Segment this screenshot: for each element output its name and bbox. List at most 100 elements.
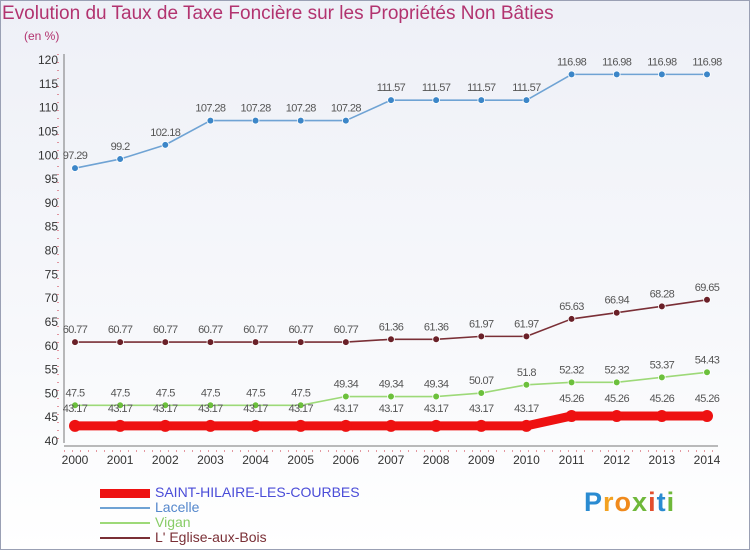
- data-label: 52.32: [604, 364, 629, 376]
- data-label: 102.18: [150, 127, 181, 139]
- x-tick-label: 2006: [333, 453, 360, 467]
- data-label: 49.34: [334, 379, 359, 391]
- data-label: 47.5: [111, 387, 130, 399]
- data-point: [206, 401, 215, 410]
- brand-letter: x: [632, 487, 649, 517]
- data-label: 47.5: [291, 387, 310, 399]
- legend-swatch: [100, 488, 150, 498]
- data-label: 60.77: [198, 324, 223, 336]
- data-point: [387, 96, 395, 104]
- x-tick-label: 2007: [378, 453, 405, 467]
- legend-swatch: [100, 507, 150, 509]
- data-point: [701, 409, 713, 422]
- data-point: [116, 401, 124, 410]
- x-tick-label: 2014: [694, 453, 721, 467]
- data-point: [385, 419, 397, 432]
- data-label: 45.26: [695, 393, 720, 405]
- chart-title: Evolution du Taux de Taxe Foncière sur l…: [2, 3, 554, 24]
- data-point: [296, 338, 305, 346]
- data-label: 43.17: [63, 403, 88, 415]
- data-point: [612, 308, 621, 317]
- brand-letter: t: [656, 487, 667, 517]
- data-label: 43.17: [379, 403, 404, 415]
- data-label: 50.07: [469, 375, 494, 387]
- data-label: 47.5: [65, 387, 84, 399]
- x-tick-label: 2002: [152, 453, 179, 467]
- data-label: 43.17: [334, 403, 359, 415]
- data-label: 49.34: [424, 379, 449, 391]
- y-tick-label: 50: [45, 386, 59, 400]
- data-label: 47.5: [201, 387, 220, 399]
- data-point: [432, 96, 440, 104]
- data-label: 60.77: [153, 324, 178, 336]
- data-label: 99.2: [111, 141, 130, 153]
- data-label: 43.17: [153, 403, 178, 415]
- data-label: 111.57: [422, 82, 451, 94]
- data-point: [612, 378, 621, 387]
- y-tick-label: 105: [38, 124, 58, 138]
- x-tick-label: 2000: [62, 453, 89, 467]
- data-point: [71, 164, 79, 172]
- legend-item: SAINT-HILAIRE-LES-COURBES: [100, 484, 440, 501]
- data-label: 61.36: [379, 321, 404, 333]
- data-point: [161, 338, 170, 346]
- data-point: [69, 419, 81, 432]
- data-point: [612, 70, 621, 79]
- data-label: 116.98: [557, 56, 587, 68]
- y-tick-label: 80: [45, 244, 59, 258]
- data-point: [116, 155, 124, 163]
- data-label: 51.8: [517, 367, 536, 379]
- data-point: [522, 332, 531, 341]
- data-point: [658, 302, 666, 311]
- brand-letter: o: [614, 487, 633, 517]
- data-label: 60.77: [288, 324, 313, 336]
- data-point: [658, 373, 666, 382]
- y-tick-label: 40: [45, 434, 59, 448]
- data-point: [522, 381, 531, 389]
- y-tick-label: 70: [45, 291, 59, 305]
- data-label: 45.26: [559, 393, 584, 405]
- data-label: 52.32: [559, 364, 584, 376]
- data-point: [206, 338, 215, 346]
- legend-item: Vigan: [100, 514, 440, 531]
- data-point: [114, 419, 127, 432]
- data-label: 54.43: [695, 354, 720, 366]
- data-point: [430, 419, 443, 432]
- data-point: [159, 419, 172, 432]
- y-tick-label: 55: [45, 363, 59, 377]
- y-tick-label: 95: [45, 172, 59, 186]
- data-point: [342, 392, 350, 401]
- data-point: [567, 315, 576, 323]
- brand-logo: Proxiti: [584, 487, 675, 518]
- data-label: 60.77: [243, 324, 268, 336]
- data-label: 65.63: [559, 301, 584, 313]
- y-tick-label: 90: [45, 196, 59, 210]
- x-tick-label: 2013: [649, 453, 676, 467]
- data-point: [294, 419, 307, 432]
- data-label: 111.57: [467, 82, 496, 94]
- data-label: 60.77: [63, 324, 88, 336]
- data-point: [703, 295, 711, 304]
- legend-label: SAINT-HILAIRE-LES-COURBES: [155, 484, 360, 500]
- data-label: 97.29: [63, 150, 88, 162]
- data-point: [703, 70, 711, 79]
- data-label: 47.5: [156, 387, 175, 399]
- data-label: 107.28: [195, 103, 226, 115]
- data-point: [161, 141, 170, 149]
- data-point: [387, 335, 395, 344]
- legend-item: L' Eglise-aux-Bois: [100, 529, 440, 546]
- data-label: 61.36: [424, 321, 449, 333]
- data-point: [249, 419, 262, 432]
- data-point: [206, 116, 215, 125]
- data-label: 116.98: [647, 56, 677, 68]
- x-tick-label: 2012: [603, 453, 630, 467]
- data-label: 68.28: [650, 288, 675, 300]
- data-point: [610, 409, 623, 422]
- data-label: 111.57: [377, 82, 406, 94]
- data-label: 53.37: [650, 359, 675, 371]
- data-label: 49.34: [379, 379, 404, 391]
- data-point: [339, 419, 352, 432]
- data-point: [477, 96, 486, 104]
